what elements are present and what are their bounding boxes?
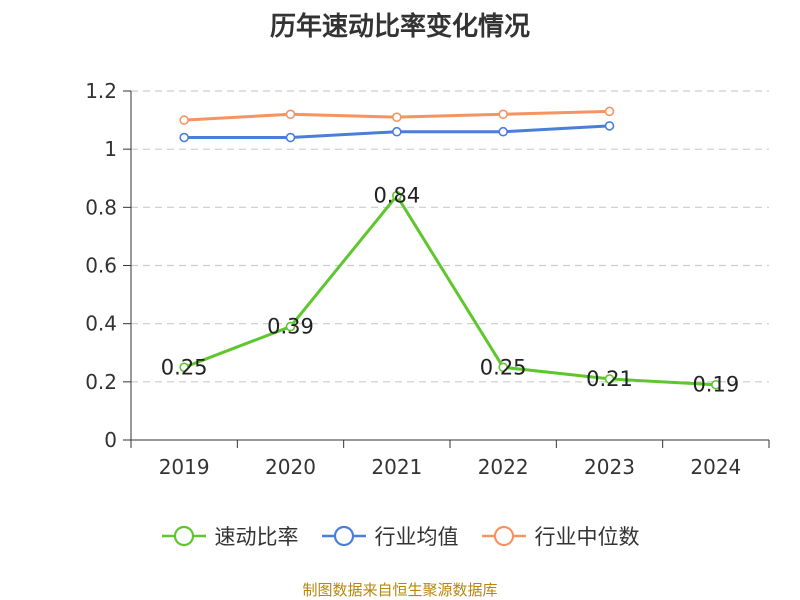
series-line [183,194,716,387]
legend-marker [173,525,194,547]
legend-marker [493,525,514,547]
data-point [392,126,402,137]
legend-line-icon [321,525,366,547]
data-point [392,112,402,122]
data-label: 0.39 [267,315,314,339]
data-point [498,126,508,137]
data-point [179,115,189,125]
legend-line-icon [161,525,206,547]
x-tick-label: 2021 [371,455,422,479]
legend-label: 行业中位数 [534,525,640,549]
y-tick-label: 0.4 [85,312,117,336]
legend-item[interactable]: 行业中位数 [481,521,640,551]
chart-title: 历年速动比率变化情况 [269,12,530,42]
y-tick-label: 0.2 [85,370,117,394]
y-tick-label: 0.6 [85,254,117,278]
legend-label: 速动比率 [214,525,299,549]
legend-item[interactable]: 速动比率 [161,521,299,551]
source-note: 制图数据来自恒生聚源数据库 [302,581,498,599]
x-tick-label: 2019 [159,455,210,479]
data-point [285,109,296,120]
y-tick-label: 1.2 [85,79,117,103]
y-tick-label: 0 [104,428,117,452]
x-tick-label: 2022 [478,455,529,479]
data-label: 0.25 [480,355,527,379]
data-point [604,121,615,131]
legend-item[interactable]: 行业均值 [321,521,459,551]
data-label: 0.84 [373,184,420,208]
data-point [604,374,615,384]
data-label: 0.21 [586,367,633,391]
legend-line-icon [481,525,526,547]
grid-lines [131,90,769,383]
data-point [392,190,402,201]
y-tick-label: 0.8 [85,195,117,219]
x-tick-label: 2023 [584,455,635,479]
data-point [285,321,296,332]
data-point [604,106,615,117]
data-point [711,379,721,390]
legend-label: 行业均值 [374,525,459,549]
data-label: 0.25 [161,355,208,379]
x-tick-label: 2024 [690,455,741,479]
series-lines [179,106,721,390]
legend-marker [333,525,354,547]
data-labels: 0.25 0.39 0.84 0.25 0.21 0.19 [161,184,739,397]
data-label: 0.19 [692,373,739,397]
data-point [179,362,189,373]
data-point [498,109,508,120]
y-tick-label: 1 [104,137,117,161]
data-point [285,132,296,143]
legend: 速动比率 行业均值 行业中位数 [0,520,800,552]
x-tick-label: 2020 [265,455,316,479]
data-point [498,362,508,373]
axes: 0 0.2 0.4 0.6 0.8 1 1.2 2019 2020 2021 2022 2023 202… [85,79,770,479]
data-point [179,132,189,143]
